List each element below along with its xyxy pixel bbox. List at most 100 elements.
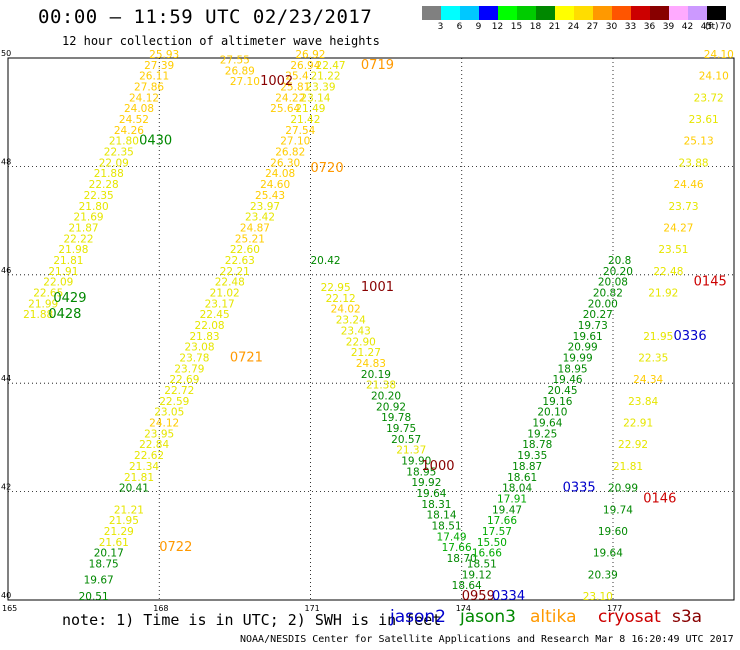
swh-value-label: 19.35 (517, 450, 547, 462)
colorbar-tick-label: 12 (491, 22, 504, 32)
swh-value-label: 21.69 (74, 212, 104, 224)
swh-value-label: 22.92 (618, 439, 648, 451)
swh-value-label: 18.87 (512, 461, 542, 473)
footer-note: note: 1) Time is in UTC; 2) SWH is in fe… (62, 611, 442, 629)
swh-value-label: 22.63 (225, 255, 255, 267)
colorbar-tick-label: 70 (719, 22, 732, 32)
colorbar-tick-label: 27 (586, 22, 599, 32)
swh-value-label: 22.35 (638, 353, 668, 365)
swh-value-label: 22.91 (623, 418, 653, 430)
swh-value-label: 20.45 (547, 385, 577, 397)
swh-value-label: 19.90 (401, 456, 431, 468)
swh-value-label: 20.00 (588, 298, 618, 310)
swh-value-label: 24.52 (119, 114, 149, 126)
swh-value-label: 22.45 (200, 309, 230, 321)
swh-value-label: 21.81 (613, 461, 643, 473)
x-tick-label: 171 (305, 604, 320, 613)
pass-time-label: 0335 (563, 481, 596, 496)
plot-frame (7, 57, 735, 601)
swh-value-label: 22.48 (653, 266, 683, 278)
swh-value-label: 25.43 (255, 190, 285, 202)
pass-time-label: 0721 (230, 351, 263, 366)
swh-value-label: 21.83 (190, 331, 220, 343)
swh-value-label: 23.97 (250, 201, 280, 213)
swh-value-label: 20.20 (603, 266, 633, 278)
swh-value-label: 26.11 (139, 71, 169, 83)
swh-value-label: 19.12 (462, 569, 492, 581)
swh-value-label: 26.82 (275, 147, 305, 159)
swh-value-label: 26.94 (290, 60, 320, 72)
swh-value-label: 23.95 (144, 428, 174, 440)
swh-value-label: 18.64 (452, 580, 482, 592)
swh-value-label: 22.72 (164, 385, 194, 397)
swh-value-label: 22.21 (220, 266, 250, 278)
chart-subtitle: 12 hour collection of altimeter wave hei… (62, 34, 380, 48)
x-tick-label: 165 (2, 604, 17, 613)
swh-value-label: 27.39 (144, 60, 174, 72)
colorbar-tick-label: 30 (605, 22, 618, 32)
swh-value-label: 22.65 (33, 287, 63, 299)
swh-value-label: 27.54 (285, 125, 315, 137)
colorbar-tick-label: 45 (700, 22, 713, 32)
pass-time-label: 0722 (159, 540, 192, 555)
swh-value-label: 21.80 (109, 136, 139, 148)
pass-time-label: 0720 (311, 161, 344, 176)
colorbar-tick-label: 15 (510, 22, 523, 32)
swh-value-label: 25.4 (285, 71, 309, 83)
swh-value-label: 19.75 (386, 423, 416, 435)
pass-time-label: 1000 (421, 459, 454, 474)
colorbar-swatch (498, 6, 517, 20)
colorbar-tick-label: 33 (624, 22, 637, 32)
swh-value-label: 21.42 (290, 114, 320, 126)
colorbar-swatch (574, 6, 593, 20)
colorbar-swatch (688, 6, 707, 20)
swh-value-label: 21.95 (109, 515, 139, 527)
swh-value-label: 22.47 (316, 60, 346, 72)
swh-value-label: 20.10 (537, 407, 567, 419)
swh-value-label: 19.74 (603, 504, 633, 516)
swh-value-label: 24.34 (633, 374, 663, 386)
swh-value-label: 24.60 (260, 179, 290, 191)
swh-value-label: 22.90 (346, 336, 376, 348)
colorbar-tick-label: 21 (548, 22, 561, 32)
colorbar-tick-label: 6 (456, 22, 463, 32)
colorbar-swatch (669, 6, 688, 20)
pass-time-label: 0429 (53, 291, 86, 306)
swh-value-label: 25.13 (684, 136, 714, 148)
swh-value-label: 21.99 (28, 298, 58, 310)
swh-value-label: 19.16 (542, 396, 572, 408)
swh-value-label: 19.61 (573, 331, 603, 343)
swh-value-label: 23.17 (205, 298, 235, 310)
swh-value-label: 25.21 (235, 233, 265, 245)
swh-value-label: 22.12 (326, 293, 356, 305)
y-tick-label: 48 (1, 157, 11, 166)
colorbar-tick-label: 42 (681, 22, 694, 32)
swh-value-label: 19.60 (598, 526, 628, 538)
colorbar-swatch (593, 6, 612, 20)
swh-value-label: 23.42 (245, 212, 275, 224)
swh-value-label: 21.27 (351, 347, 381, 359)
swh-value-label: 18.75 (89, 558, 119, 570)
colorbar-swatch (441, 6, 460, 20)
swh-value-label: 24.12 (129, 92, 159, 104)
pass-time-label: 1002 (260, 74, 293, 89)
swh-value-label: 25.81 (280, 82, 310, 94)
y-tick-label: 44 (1, 374, 11, 383)
pass-time-label: 0336 (674, 329, 707, 344)
swh-value-label: 17.66 (442, 542, 472, 554)
swh-value-label: 19.64 (593, 548, 623, 560)
swh-value-label: 20.20 (371, 390, 401, 402)
swh-value-label: 25.93 (149, 49, 179, 61)
swh-value-label: 19.92 (411, 477, 441, 489)
swh-value-label: 21.95 (643, 331, 673, 343)
satellite-legend-cryosat: cryosat (598, 607, 661, 627)
colorbar-swatch (536, 6, 555, 20)
colorbar-tick-label: 18 (529, 22, 542, 32)
swh-value-label: 19.47 (492, 504, 522, 516)
swh-value-label: 22.22 (63, 233, 93, 245)
swh-value-label: 23.10 (583, 591, 613, 603)
pass-time-label: 0430 (139, 134, 172, 149)
satellite-legend-s3a: s3a (672, 607, 703, 627)
swh-value-label: 18.95 (558, 363, 588, 375)
colorbar-tick-label: 24 (567, 22, 580, 32)
